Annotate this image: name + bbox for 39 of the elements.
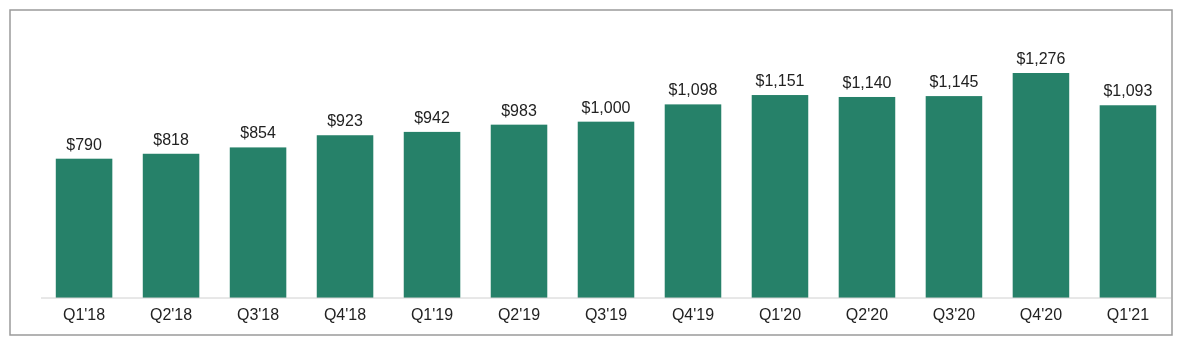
data-label: $1,145 [929,73,979,91]
x-tick-label: Q2'19 [497,306,541,323]
bar [1099,105,1157,298]
x-tick-label: Q4'19 [671,306,715,323]
data-label: $1,000 [581,98,631,116]
bar [55,158,113,298]
bar [751,95,809,298]
x-tick-label: Q1'20 [758,306,802,323]
x-tick-label: Q1'19 [410,306,454,323]
x-tick-label: Q2'18 [149,306,193,323]
bar [925,96,983,298]
data-label: $942 [414,108,450,126]
bar [838,96,896,298]
x-tick-label: Q1'18 [62,306,106,323]
x-tick-label: Q3'19 [584,306,628,323]
data-label: $923 [327,112,363,130]
data-label: $1,098 [668,81,718,99]
data-label: $1,151 [755,72,805,90]
bar [664,104,722,298]
data-label: $983 [501,101,537,119]
bar [142,153,200,298]
bar [577,121,635,298]
bar [229,147,287,298]
bar [490,124,548,298]
data-label: $790 [66,135,102,153]
data-label: $1,093 [1103,82,1153,100]
x-tick-label: Q3'18 [236,306,280,323]
bar [403,131,461,298]
bar [1012,73,1070,298]
data-label: $1,140 [842,73,892,91]
x-tick-label: Q2'20 [845,306,889,323]
x-tick-label: Q4'18 [323,306,367,323]
x-tick-label: Q3'20 [932,306,976,323]
data-label: $818 [153,130,189,148]
bar [316,135,374,298]
data-label: $854 [240,124,276,142]
x-tick-label: Q4'20 [1019,306,1063,323]
x-tick-label: Q1'21 [1106,306,1150,323]
data-label: $1,276 [1016,50,1066,67]
